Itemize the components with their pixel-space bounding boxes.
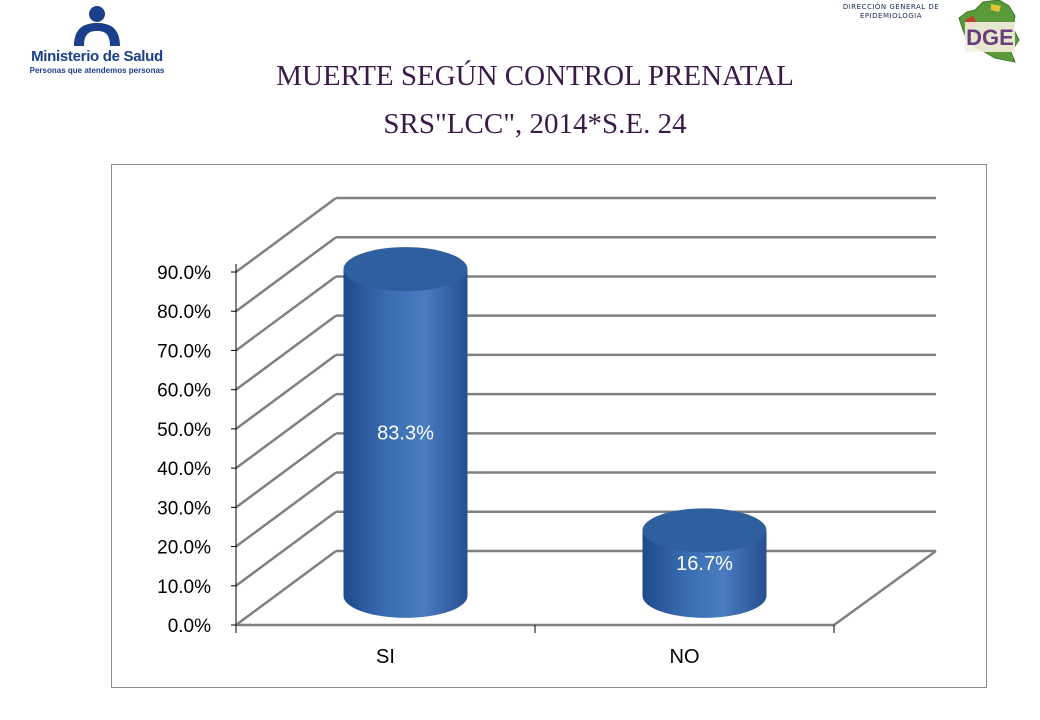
person-icon (74, 6, 120, 46)
side-gridline (235, 510, 337, 587)
x-category-label: NO (670, 646, 700, 668)
chart-title-line1: MUERTE SEGÚN CONTROL PRENATAL (276, 60, 794, 92)
side-gridline (235, 314, 337, 391)
side-gridline (235, 275, 337, 352)
y-tick-label: 30.0% (157, 498, 211, 519)
side-gridline (235, 471, 337, 548)
side-gridline (235, 353, 337, 430)
ministry-tagline: Personas que atendemos personas (29, 66, 165, 75)
directorate-line2: EPIDEMIOLOGIA (859, 12, 923, 20)
y-tick-label: 20.0% (157, 538, 211, 559)
side-gridline (235, 393, 337, 470)
chart-frame (111, 164, 987, 688)
bar-si (343, 247, 468, 618)
bar-body (642, 530, 767, 618)
data-label: 16.7% (676, 553, 733, 575)
chart-title-line2: SRS"LCC", 2014*S.E. 24 (383, 108, 687, 140)
y-tick-label: 80.0% (157, 302, 211, 323)
y-tick-label: 90.0% (157, 263, 211, 284)
floor-right-edge (833, 549, 937, 627)
side-gridline (235, 432, 337, 509)
bar-top (343, 247, 468, 292)
side-gridline (235, 196, 337, 274)
dge-logo: DGE (958, 0, 1020, 63)
y-tick-label: 40.0% (157, 459, 211, 480)
directorate-label: DIRECCIÓN GENERAL DE EPIDEMIOLOGIA (826, 3, 956, 21)
bar-no (642, 508, 767, 618)
y-tick-label: 50.0% (157, 420, 211, 441)
x-category-label: SI (376, 646, 395, 668)
y-tick-label: 10.0% (157, 577, 211, 598)
y-tick-label: 70.0% (157, 341, 211, 362)
side-gridline (235, 549, 337, 627)
y-tick-label: 0.0% (168, 616, 211, 637)
dge-letters: DGE (966, 25, 1014, 50)
ministry-name: Ministerio de Salud (31, 48, 163, 65)
y-tick-label: 60.0% (157, 381, 211, 402)
directorate-line1: DIRECCIÓN GENERAL DE (842, 3, 940, 11)
bar-top (642, 508, 767, 553)
ministerio-logo: Ministerio de Salud Personas que atendem… (22, 4, 172, 76)
bar-body (343, 269, 468, 618)
data-label: 83.3% (377, 422, 434, 444)
side-gridline (235, 236, 337, 313)
